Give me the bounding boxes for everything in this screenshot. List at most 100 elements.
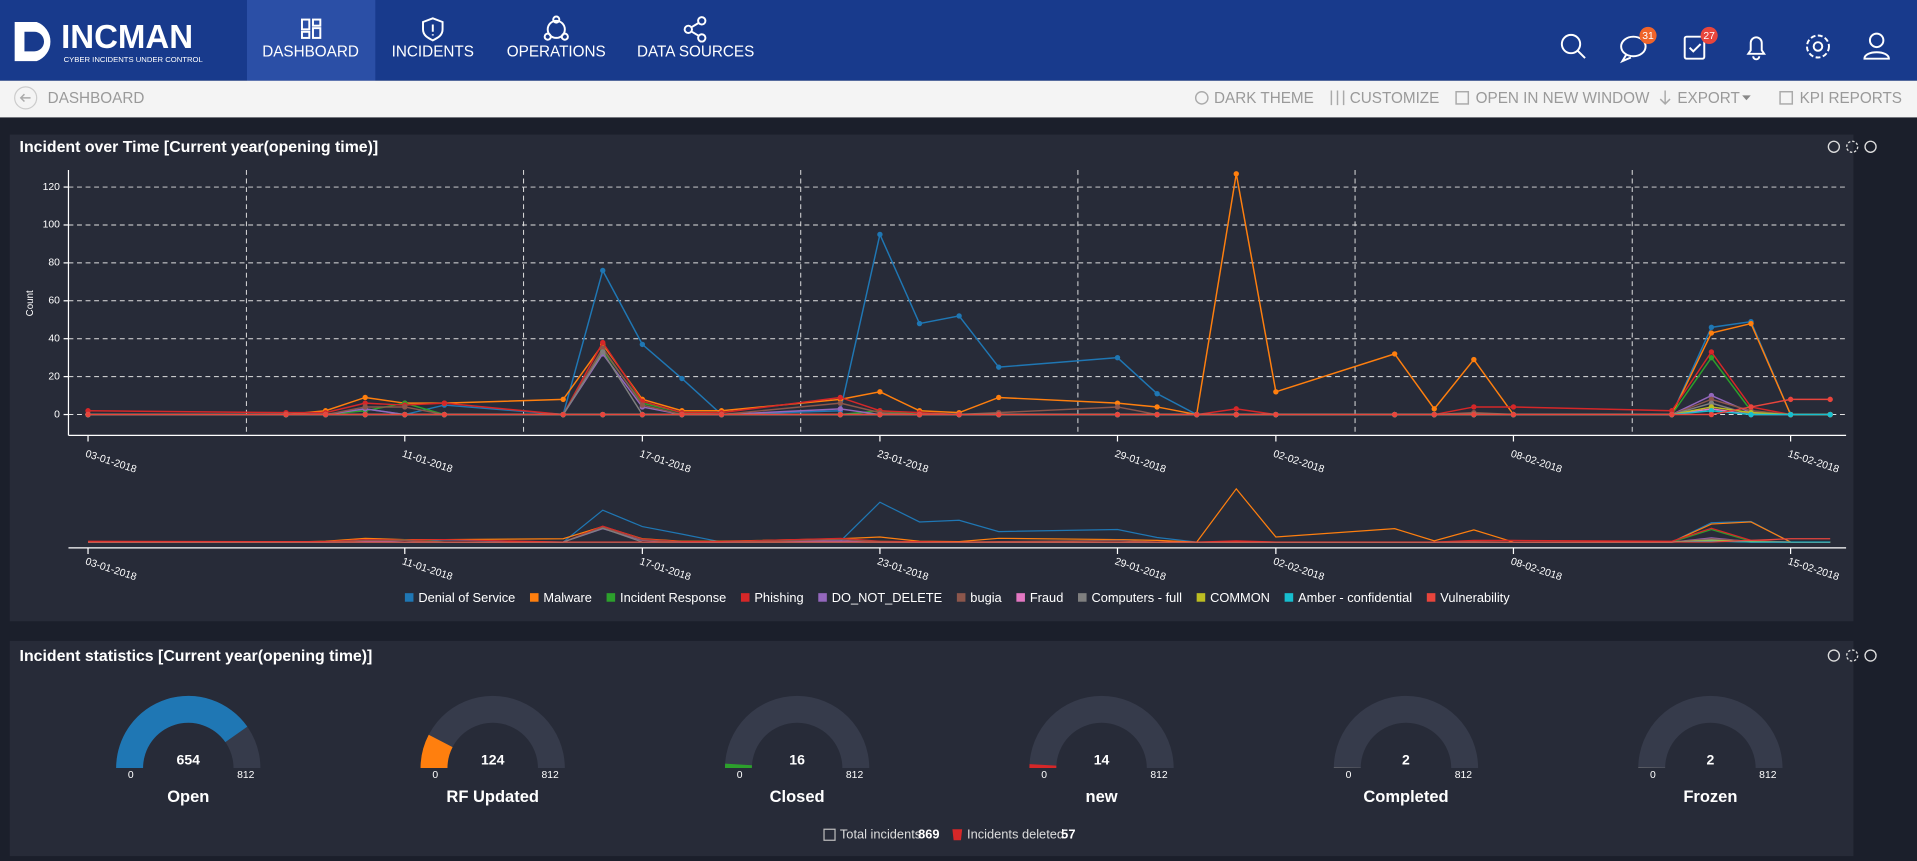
user-icon[interactable] (1863, 32, 1890, 60)
data-point (1669, 411, 1675, 418)
toolbar-action[interactable]: DARK THEME (1214, 90, 1314, 107)
legend-label[interactable]: Incident Response (620, 590, 726, 605)
data-point (1748, 404, 1754, 410)
data-point (639, 402, 646, 408)
nav-icon[interactable] (300, 18, 322, 39)
gauge-min: 0 (1650, 770, 1656, 781)
nav-icon[interactable] (543, 15, 569, 41)
tasks-icon[interactable] (1683, 35, 1706, 60)
search-icon[interactable] (1560, 33, 1586, 59)
data-point (1471, 356, 1477, 363)
data-point (1154, 411, 1160, 418)
data-point (837, 400, 844, 406)
nav-item[interactable]: DATA SOURCES (637, 44, 754, 61)
legend-label[interactable]: bugia (970, 590, 1002, 605)
tagline: CYBER INCIDENTS UNDER CONTROL (64, 55, 204, 64)
data-point (1708, 408, 1715, 414)
data-point (837, 411, 844, 418)
gauge-value (1638, 767, 1666, 769)
toolbar-icon (1330, 90, 1345, 106)
settings-icon[interactable] (1805, 34, 1830, 59)
gauge-label: RF Updated (446, 788, 539, 806)
data-point (916, 320, 923, 327)
toolbar-action[interactable]: KPI REPORTS (1800, 90, 1902, 107)
gauge-label: new (1085, 788, 1117, 806)
gauge-label: Open (167, 788, 209, 806)
legend-label[interactable]: Vulnerability (1440, 590, 1510, 605)
data-point (639, 411, 646, 418)
gauge-number: 124 (481, 751, 505, 767)
gauge-track (420, 695, 565, 769)
data-point (1391, 351, 1398, 357)
deleted-value: 57 (1061, 827, 1075, 842)
badge-count: 31 (1642, 31, 1654, 42)
data-point (85, 408, 91, 414)
panel-tools[interactable] (1827, 140, 1877, 153)
data-point (1708, 400, 1715, 406)
data-point (1233, 406, 1239, 412)
back-button[interactable] (14, 86, 38, 110)
y-tick-label: 0 (54, 409, 60, 420)
dropdown-caret (1742, 95, 1751, 101)
gauge-max: 812 (1759, 770, 1777, 781)
badge (1700, 26, 1718, 45)
logo: INCMAN (61, 18, 193, 55)
gauge-value (1333, 767, 1361, 769)
data-point (1193, 411, 1200, 418)
nav-item[interactable]: DASHBOARD (262, 44, 359, 61)
gauge-label: Frozen (1683, 788, 1737, 806)
y-tick-label: 100 (43, 220, 61, 231)
legend-label[interactable]: Malware (543, 590, 591, 605)
data-point (600, 267, 606, 274)
legend-label[interactable]: Fraud (1030, 590, 1064, 605)
data-point (837, 394, 844, 401)
legend-label[interactable]: Denial of Service (418, 590, 515, 605)
legend-swatch (1016, 593, 1025, 602)
y-axis-label: Count (25, 290, 36, 316)
data-point (1708, 411, 1715, 418)
gauge-number: 2 (1402, 751, 1410, 767)
data-point (1471, 411, 1477, 418)
data-point (1273, 389, 1279, 395)
gauge-number: 16 (789, 751, 805, 767)
nav-item[interactable]: INCIDENTS (392, 44, 474, 61)
gauge-max: 812 (1455, 770, 1473, 781)
data-point (1154, 390, 1160, 397)
nav-icon[interactable] (422, 17, 444, 42)
gauge-number: 654 (177, 751, 201, 767)
badge-count: 27 (1703, 31, 1715, 42)
bell-icon[interactable] (1746, 36, 1767, 61)
legend-swatch (529, 593, 539, 602)
database-icon (823, 828, 836, 841)
gauge-min: 0 (1346, 770, 1352, 781)
data-point (600, 349, 606, 355)
y-tick-label: 80 (48, 258, 60, 269)
toolbar-action[interactable]: OPEN IN NEW WINDOW (1476, 90, 1650, 107)
legend-label[interactable]: Computers - full (1091, 590, 1182, 605)
data-point (1827, 396, 1833, 403)
data-point (1827, 411, 1833, 418)
legend-label[interactable]: Amber - confidential (1298, 590, 1412, 605)
trash-icon (952, 829, 963, 841)
legend-label[interactable]: COMMON (1210, 590, 1270, 605)
data-point (362, 411, 368, 418)
gauge-max: 812 (542, 770, 560, 781)
toolbar-action[interactable]: EXPORT (1677, 90, 1739, 107)
data-point (600, 339, 606, 346)
data-point (1114, 400, 1121, 406)
deleted-label: Incidents deleted (967, 827, 1064, 842)
panel-tools[interactable] (1827, 649, 1877, 662)
legend-label[interactable]: Phishing (754, 590, 803, 605)
chat-icon[interactable] (1619, 35, 1647, 64)
data-point (283, 411, 289, 418)
toolbar-action[interactable]: CUSTOMIZE (1350, 90, 1440, 107)
legend-label[interactable]: DO_NOT_DELETE (832, 590, 942, 605)
breadcrumb: DASHBOARD (48, 90, 145, 107)
nav-item[interactable]: OPERATIONS (507, 44, 606, 61)
data-point (1748, 411, 1754, 418)
nav-icon[interactable] (683, 16, 707, 43)
gauge-number: 2 (1706, 751, 1714, 767)
data-point (560, 396, 566, 403)
